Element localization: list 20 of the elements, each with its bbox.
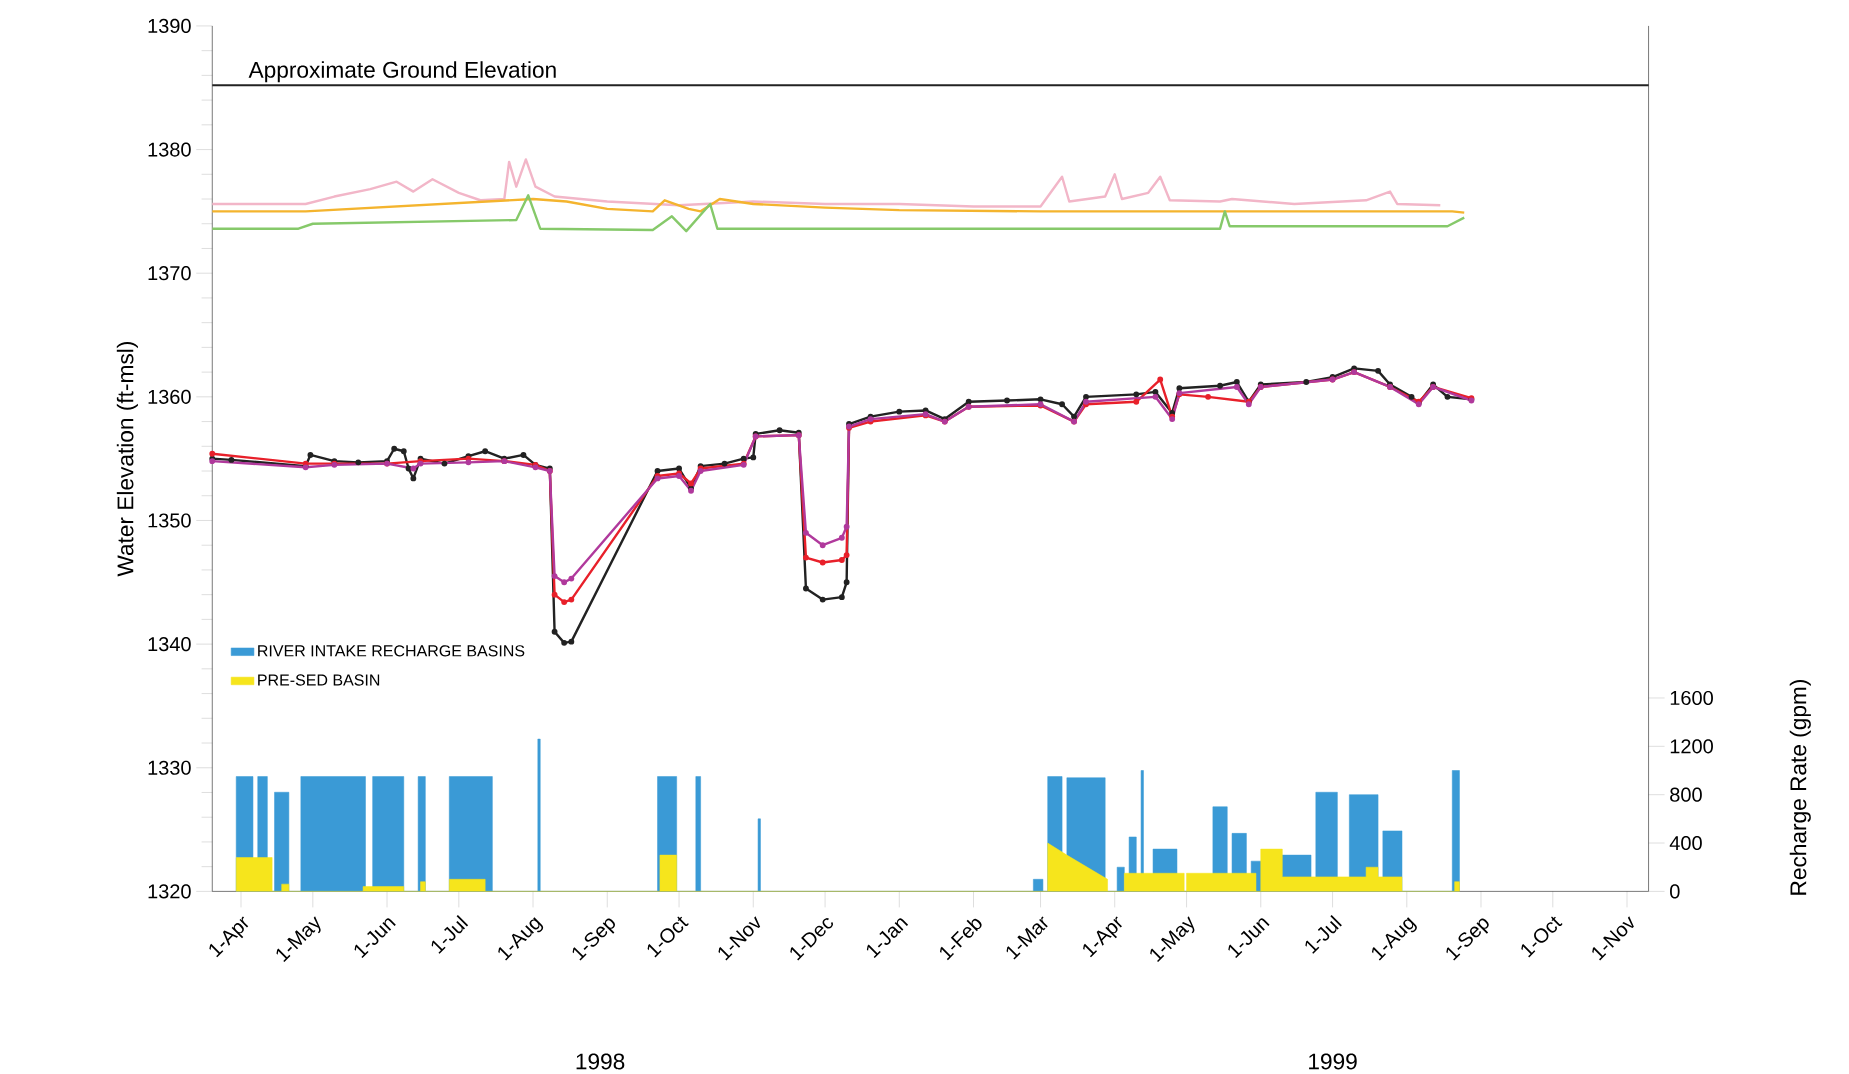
y2-tick-label: 400 [1669,835,1702,851]
y-axis-title: Water Elevation (ft-msl) [116,342,138,577]
y-tick-label: 1320 [148,884,191,899]
y-tick-label: 1390 [148,18,191,34]
y-tick-label: 1330 [148,760,191,775]
y2-tick-label: 0 [1670,884,1680,899]
text: 1999 [1309,1053,1357,1070]
text: 1998 [576,1053,625,1070]
y-tick-label: 1360 [148,389,191,404]
y2-tick-label: 1600 [1670,690,1713,706]
y-tick-label: 1370 [148,266,191,281]
ref-line-label: Approximate Ground Elevation [248,61,556,83]
y2-axis-title: Recharge Rate (gpm) [1789,680,1811,895]
y2-tick-label: 800 [1670,787,1702,802]
y-tick-label: 1380 [148,142,191,157]
legend-label: PRE-SED BASIN [258,674,380,686]
y-tick-label: 1350 [148,513,191,528]
y-tick-label: 1340 [148,637,191,652]
legend-label: RIVER INTAKE RECHARGE BASINS [258,645,525,657]
y2-tick-label: 1200 [1670,739,1713,754]
